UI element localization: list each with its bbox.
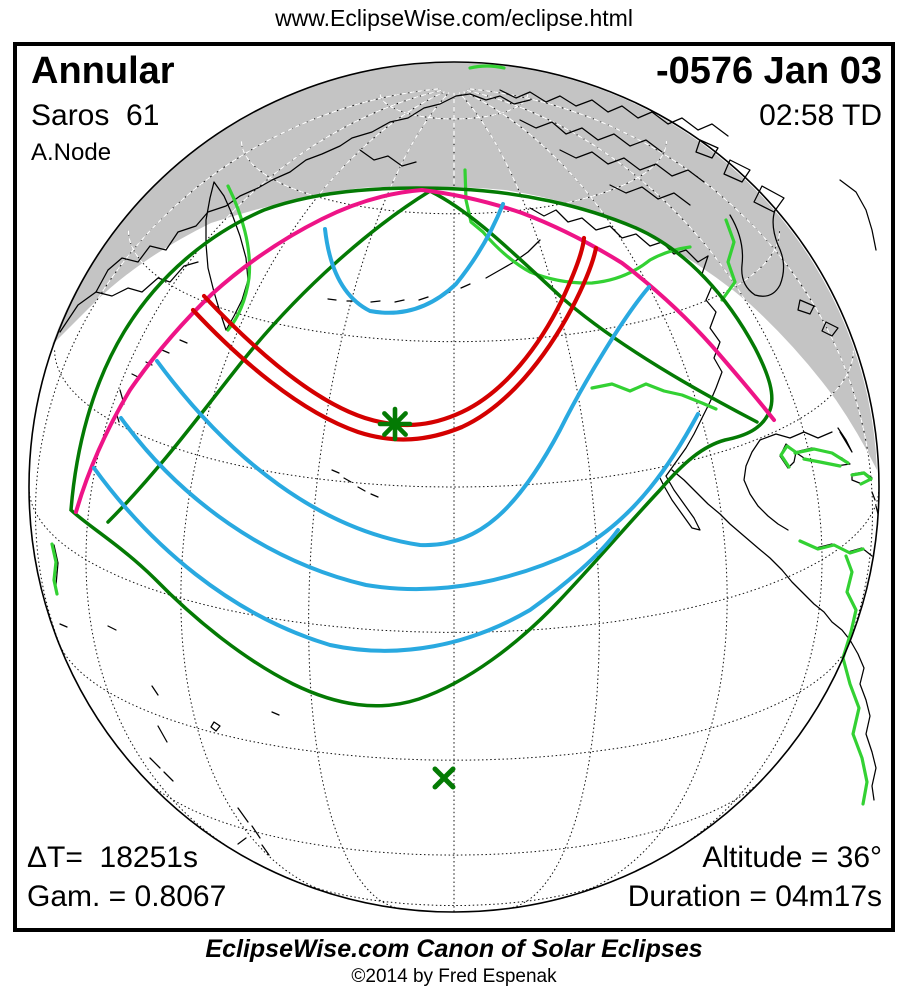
delta-t-label: ΔT= 18251s	[27, 841, 198, 874]
eclipse-type-label: Annular	[31, 50, 175, 92]
node-label: A.Node	[31, 139, 112, 166]
globe-disc	[29, 62, 879, 912]
gamma-label: Gam. = 0.8067	[27, 880, 227, 913]
eclipse-date-label: -0576 Jan 03	[655, 50, 882, 92]
night-shade-region	[52, 62, 877, 470]
penumbra-limit-curves	[69, 186, 774, 708]
eclipse-markers	[377, 406, 456, 790]
saros-label: Saros 61	[31, 99, 160, 132]
eclipse-time-label: 02:58 TD	[759, 99, 882, 132]
annular-path-limits	[190, 235, 599, 442]
greatest-eclipse-marker	[377, 406, 413, 442]
footer-title: EclipseWise.com Canon of Solar Eclipses	[205, 935, 703, 963]
sunrise-sunset-curve	[74, 187, 776, 514]
altitude-label: Altitude = 36°	[702, 841, 882, 874]
duration-label: Duration = 04m17s	[627, 880, 882, 913]
coastline-highlights	[50, 64, 873, 806]
subsolar-point-marker	[432, 766, 456, 790]
globe-rim	[28, 61, 880, 913]
page-url-text: www.EclipseWise.com/eclipse.html	[275, 5, 633, 31]
footer-copyright: ©2014 by Fred Espenak	[351, 966, 557, 987]
magnitude-contours	[92, 202, 700, 653]
